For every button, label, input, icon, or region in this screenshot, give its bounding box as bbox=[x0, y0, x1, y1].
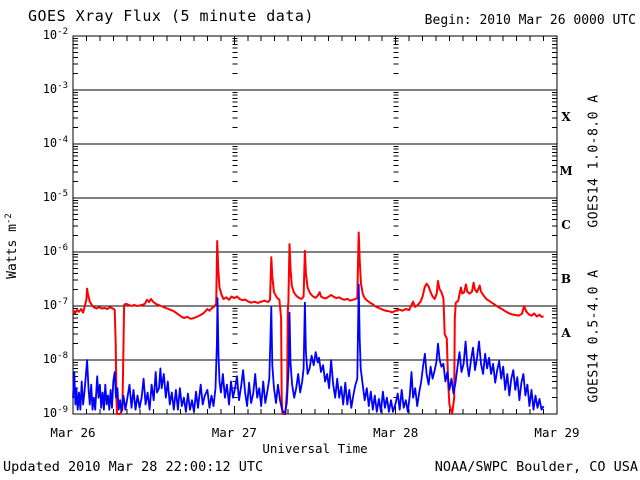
flare-class-b: B bbox=[560, 272, 572, 286]
y-axis-label-exponent: -2 bbox=[3, 213, 14, 225]
x-tick-label: Mar 28 bbox=[373, 425, 419, 440]
flare-class-m: M bbox=[559, 164, 573, 178]
short-band-series bbox=[72, 283, 545, 415]
y-tick-label: 10-2 bbox=[42, 27, 68, 42]
flare-class-x: X bbox=[561, 110, 571, 124]
y-tick-label: 10-3 bbox=[42, 81, 68, 96]
long-band-series bbox=[72, 231, 544, 415]
x-tick-label: Mar 26 bbox=[50, 425, 96, 440]
y-axis-label: Watts m-2 bbox=[4, 213, 20, 279]
red-channel-label: GOES14 1.0-8.0 A bbox=[586, 94, 602, 228]
y-axis-label-text: Watts m bbox=[5, 224, 21, 279]
chart-title: GOES Xray Flux (5 minute data) bbox=[28, 7, 314, 25]
updated-timestamp: Updated 2010 Mar 28 22:00:12 UTC bbox=[3, 459, 264, 475]
flare-class-a: A bbox=[561, 326, 571, 340]
y-tick-label: 10-5 bbox=[42, 189, 68, 204]
y-tick-label: 10-8 bbox=[42, 351, 68, 366]
y-tick-label: 10-7 bbox=[42, 297, 68, 312]
blue-channel-label: GOES14 0.5-4.0 A bbox=[586, 269, 602, 403]
x-tick-label: Mar 27 bbox=[211, 425, 257, 440]
x-axis-label: Universal Time bbox=[262, 441, 368, 456]
x-tick-label: Mar 29 bbox=[534, 425, 580, 440]
y-tick-label: 10-6 bbox=[42, 243, 68, 258]
y-tick-label: 10-4 bbox=[42, 135, 68, 150]
flare-class-c: C bbox=[561, 218, 571, 232]
begin-timestamp: Begin: 2010 Mar 26 0000 UTC bbox=[424, 13, 636, 28]
credit-text: NOAA/SWPC Boulder, CO USA bbox=[434, 459, 638, 475]
y-tick-label: 10-9 bbox=[42, 405, 68, 420]
